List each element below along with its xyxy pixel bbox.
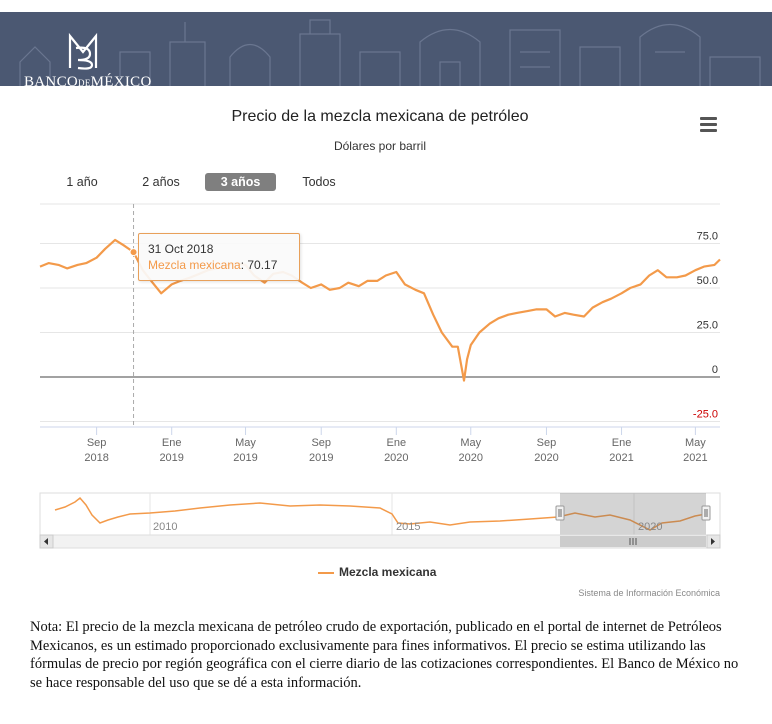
chart-credits[interactable]: Sistema de Información Económica — [578, 588, 720, 598]
x-tick-label-month: Sep — [537, 437, 557, 449]
x-tick-label-month: Ene — [162, 437, 182, 449]
series-line-mezcla-mexicana[interactable] — [39, 238, 721, 382]
x-tick-label-year: 2019 — [233, 452, 257, 464]
x-tick-label-year: 2019 — [159, 452, 183, 464]
tooltip-series-value: Mezcla mexicana: 70.17 — [148, 258, 278, 272]
navigator-label-2010: 2010 — [153, 521, 177, 533]
range-button-all[interactable]: Todos — [302, 175, 336, 189]
navigator-label-2020: 2020 — [638, 521, 662, 533]
x-tick-label-year: 2020 — [534, 452, 558, 464]
hover-point — [129, 248, 138, 257]
x-tick-label-month: Ene — [387, 437, 407, 449]
x-tick-label-year: 2019 — [309, 452, 333, 464]
navigator-selection[interactable] — [560, 493, 706, 535]
x-tick-label-year: 2021 — [609, 452, 633, 464]
banco-de-mexico-logo-icon — [68, 32, 98, 70]
navigator-handle-right[interactable] — [701, 505, 711, 521]
y-tick-label: 75.0 — [697, 231, 718, 243]
grid-layer — [40, 203, 720, 422]
tooltip-date: 31 Oct 2018 — [148, 242, 214, 256]
header-banner: BANCODEMÉXICO — [0, 12, 772, 86]
navigator-series-line — [54, 496, 707, 531]
main-chart: Sep 2018 Ene 2019 May 2019 Sep 2019 Ene 2020 May 20… — [39, 203, 721, 549]
x-tick-label-month: Ene — [612, 437, 632, 449]
x-tick-label-year: 2020 — [384, 452, 408, 464]
legend-item-mezcla-mexicana[interactable]: Mezcla mexicana — [318, 565, 436, 579]
navigator[interactable]: 2010 2015 2020 — [39, 492, 721, 536]
banner-decoration — [19, 19, 761, 86]
range-button-3-years[interactable]: 3 años — [205, 173, 276, 191]
x-tick-label-year: 2018 — [84, 452, 108, 464]
legend-swatch — [318, 571, 334, 574]
y-tick-label: 0 — [712, 364, 718, 376]
x-tick-label-month: Sep — [87, 437, 107, 449]
x-tick-label-year: 2021 — [683, 452, 707, 464]
x-tick-label-month: May — [235, 437, 256, 449]
x-tick-label-year: 2020 — [459, 452, 483, 464]
chart-subtitle: Dólares por barril — [333, 139, 427, 153]
chart-title: Precio de la mezcla mexicana de petróleo — [231, 108, 529, 125]
navigator-label-2015: 2015 — [396, 521, 420, 533]
x-tick-label-month: May — [685, 437, 706, 449]
x-axis: Sep 2018 Ene 2019 May 2019 Sep 2019 Ene 2020 May 20… — [40, 426, 720, 464]
scrollbar[interactable] — [39, 534, 721, 549]
disclaimer-note: Nota: El precio de la mezcla mexicana de… — [30, 619, 739, 691]
range-button-1-year[interactable]: 1 año — [66, 175, 98, 189]
hamburger-menu-icon[interactable] — [698, 115, 720, 133]
y-tick-label: 25.0 — [697, 320, 718, 332]
navigator-handle-left[interactable] — [555, 505, 565, 521]
y-tick-label: 50.0 — [697, 275, 718, 287]
range-button-2-years[interactable]: 2 años — [142, 175, 180, 189]
y-tick-label: -25.0 — [693, 409, 718, 421]
x-tick-label-month: May — [460, 437, 481, 449]
tooltip: 31 Oct 2018 Mezcla mexicana: 70.17 — [138, 233, 300, 281]
x-tick-label-month: Sep — [311, 437, 331, 449]
logo-text: BANCODEMÉXICO — [24, 74, 152, 86]
y-axis: 75.0 50.0 25.0 0 -25.0 — [693, 231, 718, 421]
